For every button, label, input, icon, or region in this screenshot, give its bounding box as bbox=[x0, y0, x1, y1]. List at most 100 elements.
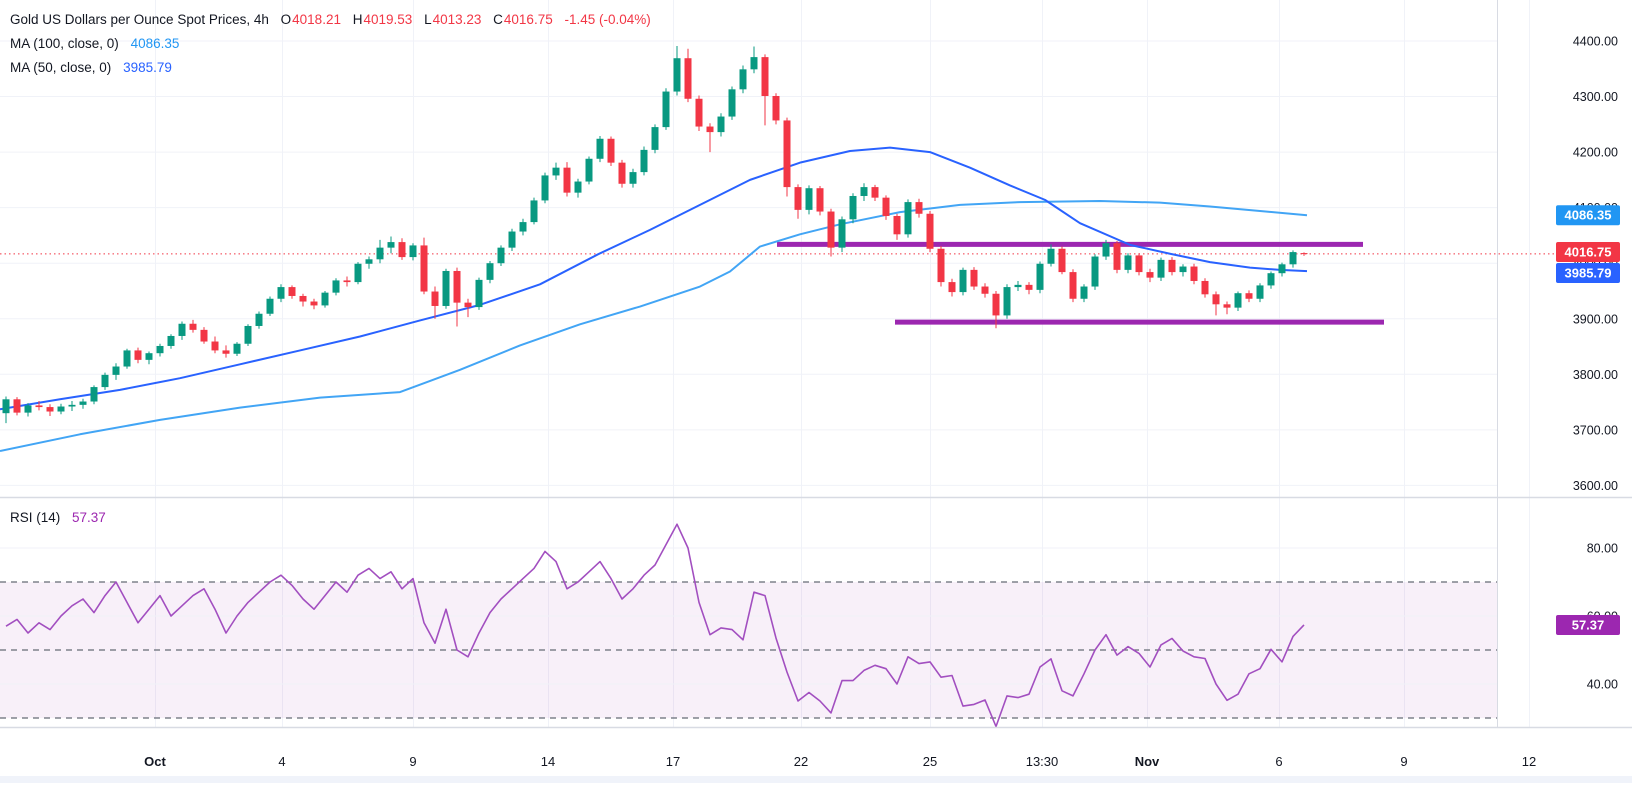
candle-body bbox=[288, 287, 296, 296]
candle-body bbox=[24, 405, 32, 413]
time-axis[interactable]: Oct 4 9 14 17 22 25 13:30 Nov 6 9 12 bbox=[144, 754, 1536, 769]
ma50-value: 3985.79 bbox=[123, 60, 172, 75]
candle-body bbox=[1025, 284, 1033, 290]
rsi-value: 57.37 bbox=[72, 510, 106, 525]
candle-body bbox=[1014, 284, 1022, 288]
candle-body bbox=[1190, 266, 1198, 281]
candle-body bbox=[1289, 252, 1297, 265]
candle-body bbox=[321, 292, 329, 306]
rsi-legend-row[interactable]: RSI (14) 57.37 bbox=[10, 506, 106, 530]
time-axis-label: 25 bbox=[923, 754, 937, 769]
ma50-price-label-bg bbox=[1556, 262, 1620, 283]
last-price-label-text: 4016.75 bbox=[1565, 244, 1612, 259]
candle-body bbox=[200, 329, 208, 342]
low-label: L bbox=[424, 12, 432, 27]
candle-body bbox=[1267, 273, 1275, 286]
candle-body bbox=[1245, 293, 1253, 299]
candle-body bbox=[310, 301, 318, 306]
candle-body bbox=[255, 313, 263, 326]
candle-body bbox=[530, 200, 538, 223]
candle-body bbox=[376, 247, 384, 260]
candle-body bbox=[1069, 272, 1077, 299]
candle-body bbox=[178, 323, 186, 336]
candle-body bbox=[332, 280, 340, 293]
time-axis-label: 12 bbox=[1522, 754, 1536, 769]
ma100-legend-row[interactable]: MA (100, close, 0) 4086.35 bbox=[10, 32, 651, 56]
rsi-line[interactable] bbox=[5, 523, 1305, 728]
symbol-legend-row[interactable]: Gold US Dollars per Ounce Spot Prices, 4… bbox=[10, 8, 651, 32]
candle-body bbox=[882, 197, 890, 216]
candle-body bbox=[860, 187, 868, 196]
candle-body bbox=[673, 58, 681, 92]
candlestick-series[interactable] bbox=[2, 45, 1308, 424]
close-label: C bbox=[493, 12, 503, 27]
candle-body bbox=[1212, 294, 1220, 305]
candle-body bbox=[35, 405, 43, 408]
candle-body bbox=[1300, 253, 1308, 255]
candle-body bbox=[981, 286, 989, 294]
candle-body bbox=[46, 407, 54, 412]
candle-body bbox=[431, 291, 439, 306]
open-value: 4018.21 bbox=[292, 12, 341, 27]
time-axis-label: 9 bbox=[1400, 754, 1407, 769]
candle-body bbox=[739, 69, 747, 90]
candle-body bbox=[244, 325, 252, 344]
high-value: 4019.53 bbox=[363, 12, 413, 27]
rsi-axis-label: 80.00 bbox=[1587, 542, 1618, 556]
price-axis-label: 3700.00 bbox=[1573, 423, 1618, 437]
candle-body bbox=[277, 287, 285, 299]
candle-body bbox=[926, 213, 934, 249]
candle-body bbox=[233, 343, 241, 354]
rsi-label: RSI (14) bbox=[10, 510, 61, 525]
price-axis-label: 4200.00 bbox=[1573, 146, 1618, 160]
candle-body bbox=[937, 248, 945, 283]
candle-body bbox=[783, 120, 791, 188]
ma50-legend-row[interactable]: MA (50, close, 0) 3985.79 bbox=[10, 56, 651, 80]
candle-body bbox=[211, 341, 219, 351]
low-value: 4013.23 bbox=[432, 12, 482, 27]
ma-line-100[interactable] bbox=[0, 199, 1308, 452]
candle-body bbox=[1058, 248, 1066, 273]
candle-body bbox=[1234, 293, 1242, 308]
candle-body bbox=[266, 298, 274, 314]
candle-body bbox=[563, 167, 571, 193]
candle-body bbox=[717, 116, 725, 133]
candle-body bbox=[728, 89, 736, 117]
candle-body bbox=[1080, 286, 1088, 299]
last-price-label: 4016.75 bbox=[1556, 241, 1620, 262]
candle-body bbox=[618, 162, 626, 184]
candle-body bbox=[134, 350, 142, 360]
candle-body bbox=[79, 401, 87, 405]
candle-body bbox=[112, 366, 120, 375]
ma-line-50[interactable] bbox=[0, 146, 1308, 411]
time-axis-label: 14 bbox=[541, 754, 555, 769]
time-axis-label: Oct bbox=[144, 754, 166, 769]
ma100-value: 4086.35 bbox=[130, 36, 180, 51]
candle-body bbox=[354, 263, 362, 283]
time-axis-label: 6 bbox=[1275, 754, 1282, 769]
ma100-price-label: 4086.35 bbox=[1556, 205, 1620, 226]
candle-body bbox=[90, 387, 98, 402]
price-axis[interactable]: 4400.004300.004200.004100.004000.003900.… bbox=[1573, 35, 1618, 692]
candle-body bbox=[1124, 255, 1132, 270]
candle-body bbox=[662, 91, 670, 128]
candle-body bbox=[519, 222, 527, 232]
candle-body bbox=[1168, 259, 1176, 273]
candle-body bbox=[2, 399, 10, 414]
candle-body bbox=[794, 187, 802, 210]
candle-body bbox=[1135, 255, 1143, 273]
candle-body bbox=[816, 188, 824, 212]
rsi-axis-label: 40.00 bbox=[1587, 678, 1618, 692]
price-axis-label: 3600.00 bbox=[1573, 479, 1618, 493]
high-label: H bbox=[352, 12, 363, 27]
candle-body bbox=[1223, 304, 1231, 308]
candle-body bbox=[1146, 272, 1154, 278]
candle-body bbox=[695, 98, 703, 127]
candle-body bbox=[772, 95, 780, 121]
candle-body bbox=[1157, 259, 1165, 278]
candle-body bbox=[1201, 280, 1209, 295]
candle-body bbox=[453, 270, 461, 303]
candle-body bbox=[57, 406, 65, 412]
